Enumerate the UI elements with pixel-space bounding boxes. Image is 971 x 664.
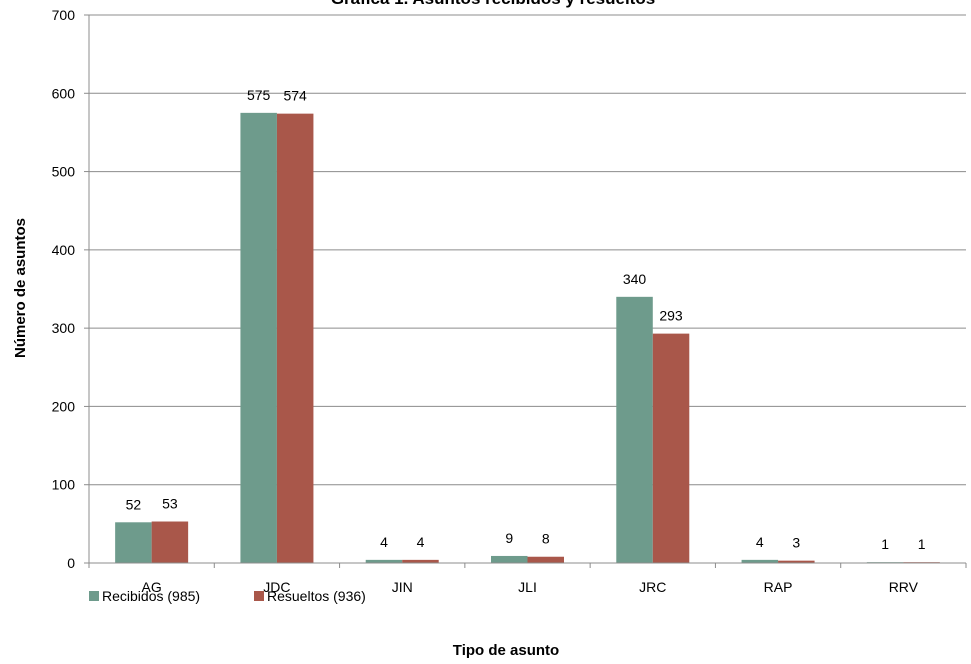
- data-label: 574: [283, 88, 307, 104]
- data-label: 53: [162, 496, 178, 512]
- y-tick-label: 300: [52, 320, 76, 336]
- x-axis: AG JDC JIN JLI JRC RAP RRV: [88, 15, 967, 595]
- bar-resueltos-jrc: [652, 333, 690, 563]
- x-tick-label: AG: [142, 579, 162, 595]
- bar-resueltos-jin: [402, 559, 439, 563]
- x-tick-label: JDC: [263, 579, 290, 595]
- bar-recibidos-jdc: [240, 112, 277, 563]
- data-label: 293: [659, 308, 683, 324]
- bar-recibidos-ag: [115, 522, 152, 563]
- x-tick-label: JIN: [392, 579, 413, 595]
- data-label: 3: [792, 535, 800, 551]
- bar-resueltos-jli: [527, 556, 564, 563]
- y-axis-ticks: 0 100 200 300 400 500 600 700: [52, 7, 89, 571]
- legend-label: Recibidos (985): [102, 588, 200, 604]
- y-tick-label: 100: [52, 477, 76, 493]
- data-label: 575: [247, 87, 271, 103]
- y-tick-label: 200: [52, 398, 76, 414]
- data-label: 9: [505, 530, 513, 546]
- x-tick-label: RRV: [889, 579, 919, 595]
- gridlines: [89, 14, 966, 564]
- bar-resueltos-ag: [151, 521, 189, 563]
- data-label: 52: [126, 496, 142, 512]
- y-axis-title: Número de asuntos: [12, 218, 29, 358]
- data-label: 4: [417, 534, 425, 550]
- data-label: 4: [380, 534, 388, 550]
- bars: [115, 112, 940, 563]
- data-labels: 52 53 575 574 4 4 9 8 340 293 4 3 1 1: [126, 87, 926, 552]
- data-label: 4: [756, 534, 764, 550]
- x-tick-label: JRC: [639, 579, 666, 595]
- bar-recibidos-rap: [741, 559, 779, 563]
- y-tick-label: 0: [67, 555, 75, 571]
- legend-swatch: [254, 591, 264, 601]
- y-tick-label: 700: [52, 7, 76, 23]
- chart-title: Gráfica 1. Asuntos recibidos y resueltos: [331, 0, 655, 8]
- data-label: 1: [881, 536, 889, 552]
- data-label: 340: [623, 271, 647, 287]
- y-tick-label: 500: [52, 164, 76, 180]
- bar-resueltos-jdc: [276, 113, 314, 563]
- y-tick-label: 400: [52, 242, 76, 258]
- y-tick-label: 600: [52, 85, 76, 101]
- bar-recibidos-jli: [491, 555, 528, 563]
- data-label: 1: [918, 536, 926, 552]
- data-label: 8: [542, 531, 550, 547]
- x-tick-label: JLI: [518, 579, 537, 595]
- legend-label: Resueltos (936): [267, 588, 366, 604]
- bar-resueltos-rap: [778, 560, 815, 563]
- bar-recibidos-jin: [365, 559, 403, 563]
- x-axis-title: Tipo de asunto: [453, 642, 559, 659]
- legend-swatch: [89, 591, 99, 601]
- x-tick-label: RAP: [764, 579, 793, 595]
- legend: Recibidos (985) Resueltos (936): [89, 588, 366, 604]
- bar-recibidos-jrc: [616, 296, 653, 563]
